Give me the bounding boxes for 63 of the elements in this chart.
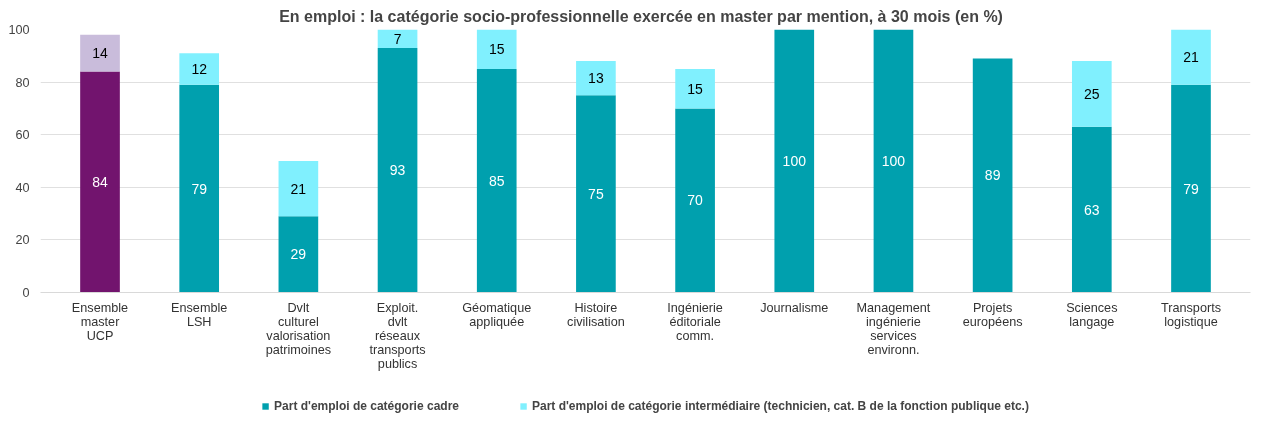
- data-label: 79: [1183, 180, 1199, 197]
- bar: [1171, 84, 1211, 293]
- bar: [675, 108, 715, 293]
- chart-title: En emploi : la catégorie socio-professionnelle exercée en master par mention, à 30 mois (en %): [279, 7, 1003, 25]
- y-tick-label: 60: [15, 128, 30, 143]
- bar: [476, 68, 517, 293]
- x-tick-label: Projets européens: [962, 300, 1023, 329]
- y-tick-label: 80: [15, 75, 30, 90]
- data-label: 79: [191, 180, 208, 197]
- bar: [576, 95, 616, 293]
- x-tick-label: Ensemble master UCP: [71, 300, 129, 343]
- data-label: 15: [687, 80, 704, 97]
- data-label: 13: [588, 70, 604, 87]
- bar: [278, 216, 319, 293]
- bar: [1071, 126, 1112, 293]
- x-tick-label: Dvlt culturel valorisation patrimoines: [265, 300, 332, 357]
- bar: [1071, 61, 1112, 127]
- x-tick-label: Ensemble LSH: [171, 300, 228, 329]
- legend-label: Part d'emploi de catégorie intermédiaire (technicien, cat. B de la fonction publique etc.): [531, 399, 1029, 413]
- bar: [476, 29, 517, 69]
- x-tick-label: Histoire civilisation: [567, 300, 625, 329]
- data-label: 21: [1183, 49, 1199, 66]
- x-tick-label: Transports logistique: [1160, 300, 1222, 329]
- y-tick-label: 100: [8, 23, 30, 37]
- data-label: 14: [92, 45, 109, 62]
- data-label: 63: [1084, 201, 1100, 218]
- y-tick-label: 0: [22, 286, 30, 300]
- y-tick-label: 20: [15, 233, 30, 248]
- bar: [576, 61, 616, 96]
- bar: [80, 34, 120, 72]
- data-label: 100: [881, 153, 906, 169]
- bar: [80, 71, 120, 293]
- data-label: 21: [290, 180, 307, 197]
- data-label: 12: [191, 60, 208, 77]
- data-label: 29: [290, 246, 307, 263]
- bar: [774, 29, 815, 293]
- data-label: 100: [782, 153, 807, 169]
- data-label: 15: [488, 41, 505, 58]
- data-label: 89: [984, 167, 1001, 184]
- data-label: 70: [687, 192, 704, 209]
- bar: [873, 29, 914, 293]
- x-tick-label: Management ingénierie services environn.: [856, 300, 931, 357]
- bar: [1171, 29, 1211, 85]
- data-label: 7: [393, 30, 402, 47]
- x-tick-label: Ingénierie éditoriale comm.: [667, 300, 723, 343]
- data-label: 75: [588, 185, 604, 202]
- bar: [972, 58, 1013, 293]
- data-label: 85: [488, 172, 505, 189]
- bar: [377, 29, 418, 48]
- bar: [278, 161, 319, 217]
- bar: [377, 47, 418, 293]
- x-tick-label: Sciences langage: [1066, 300, 1118, 329]
- data-label: 84: [92, 174, 109, 191]
- data-label: 93: [389, 162, 406, 179]
- bar: [179, 53, 220, 85]
- x-tick-label: Géomatique appliquée: [462, 300, 532, 329]
- bar: [675, 68, 715, 109]
- x-tick-label: Journalisme: [760, 300, 829, 315]
- bar: [179, 84, 220, 293]
- data-label: 25: [1084, 85, 1100, 102]
- y-tick-label: 40: [15, 180, 30, 195]
- legend-label: Part d'emploi de catégorie cadre: [274, 399, 459, 413]
- x-tick-label: Exploit. dvlt réseaux transports publics: [369, 300, 426, 371]
